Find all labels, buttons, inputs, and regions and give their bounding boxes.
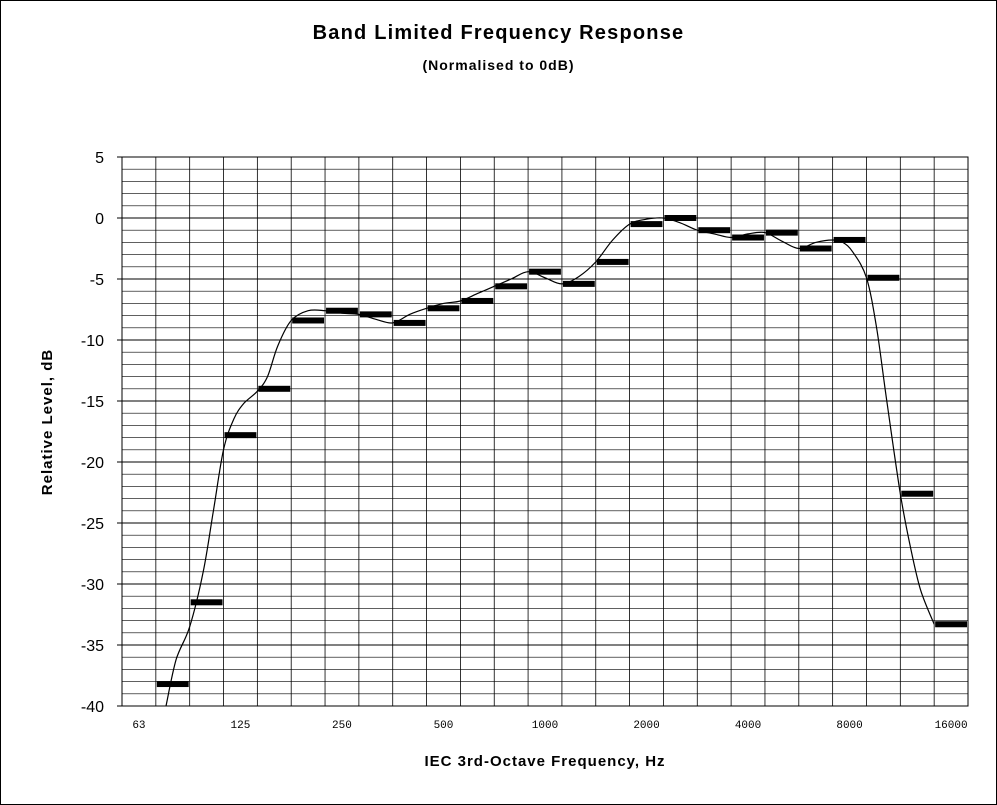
band-marker [664,215,697,221]
y-tick-label: -25 [81,516,104,533]
band-marker [630,221,663,228]
band-marker [698,227,731,234]
x-tick-label: 500 [434,720,454,732]
band-marker [562,280,595,287]
y-tick-label: 0 [95,211,104,228]
band-marker [427,305,460,312]
y-tick-labels: 5 0 -5 -10 -15 -20 -25 -30 -35 -40 [81,150,104,716]
band-marker [935,621,967,628]
y-tick-label: -15 [81,394,104,411]
grid [117,156,969,707]
band-marker [393,319,426,326]
band-marker [596,258,629,265]
y-axis-label: Relative Level, dB [39,349,56,495]
chart-subtitle: (Normalised to 0dB) [422,57,575,73]
band-marker [833,236,866,243]
band-marker [224,432,257,439]
x-tick-label: 8000 [836,720,862,732]
x-tick-label: 125 [231,720,251,732]
x-tick-label: 250 [332,720,352,732]
x-tick-label: 1000 [532,720,558,732]
band-marker [867,274,900,281]
band-marker [258,385,291,392]
y-tick-label: -40 [81,699,104,716]
band-marker [156,681,189,688]
x-tick-label: 16000 [935,720,968,732]
band-marker [326,307,358,314]
band-marker [292,317,325,324]
x-axis-label: IEC 3rd-Octave Frequency, Hz [424,753,665,770]
x-tick-label: 2000 [633,720,659,732]
chart-title: Band Limited Frequency Response [312,22,685,44]
band-marker [901,490,934,497]
y-tick-label: -5 [90,272,104,289]
band-markers [156,215,967,688]
x-tick-label: 63 [132,720,145,732]
y-tick-label: -20 [81,455,104,472]
band-marker [529,268,561,275]
y-tick-label: 5 [95,150,104,167]
band-marker [765,229,798,236]
x-tick-label: 4000 [735,720,761,732]
band-marker [359,311,392,318]
band-marker [461,297,494,304]
y-tick-label: -10 [81,333,104,350]
x-tick-labels: 63 125 250 500 1000 2000 4000 8000 16000 [132,720,967,732]
band-marker [732,234,764,241]
y-tick-label: -30 [81,577,104,594]
band-marker [190,599,223,606]
band-marker [799,245,832,252]
band-marker [495,283,528,290]
y-tick-label: -35 [81,638,104,655]
